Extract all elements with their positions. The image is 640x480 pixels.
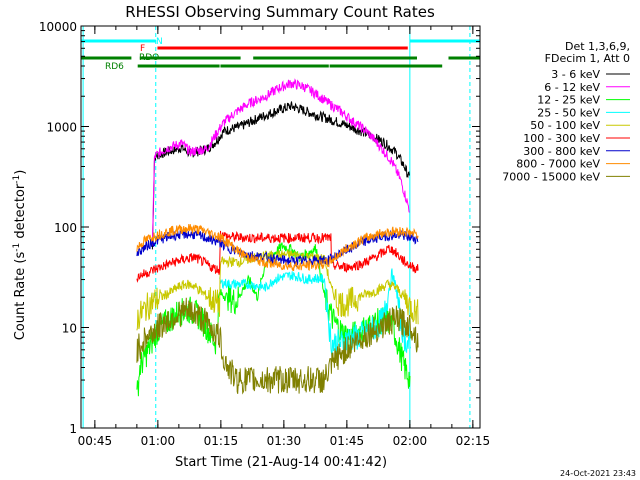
legend-label-1: 3 - 6 keV: [551, 68, 600, 81]
flag-label-n: N: [156, 37, 163, 47]
chart-title: RHESSI Observing Summary Count Rates: [125, 3, 435, 21]
y-axis-label-part-3: ): [13, 170, 28, 175]
y-tick-label-5: 10000: [39, 20, 77, 34]
legend-label-6: 100 - 300 keV: [523, 132, 600, 145]
x-tick-label-3: 01:15: [204, 434, 239, 448]
flag-label-rd6: RD6: [105, 62, 124, 72]
flag-label-rdo: RDO: [139, 53, 159, 63]
x-axis-label: Start Time (21-Aug-14 00:41:42): [175, 455, 387, 470]
y-tick-label-2: 10: [62, 322, 77, 336]
legend-header-line-2: FDecim 1, Att 0: [545, 52, 630, 65]
y-axis-label: Count Rate (s-1 detector-1): [12, 170, 28, 341]
legend-header-line-1: Det 1,3,6,9,: [565, 40, 630, 53]
x-tick-label-1: 00:45: [78, 434, 113, 448]
series-line-2: [151, 78, 410, 246]
flag-label-f: F: [140, 44, 145, 54]
y-axis-label-part-2: detector: [13, 183, 28, 243]
legend-label-3: 12 - 25 keV: [537, 94, 600, 107]
svg-text:Count Rate (s-1 detector-1): Count Rate (s-1 detector-1): [12, 170, 28, 341]
x-tick-label-7: 02:15: [456, 434, 491, 448]
y-tick-label-3: 100: [54, 221, 77, 235]
series-line-4: [219, 268, 412, 357]
legend-label-8: 800 - 7000 keV: [516, 158, 600, 171]
series-layer: [136, 78, 419, 397]
series-line-5: [136, 249, 419, 331]
y-axis-label-sup-2: -1: [12, 175, 22, 184]
x-tick-label-2: 01:00: [141, 434, 176, 448]
legend-label-5: 50 - 100 keV: [530, 119, 600, 132]
y-tick-label-1: 1: [69, 422, 77, 436]
series-line-9: [136, 297, 419, 395]
legend-label-9: 7000 - 15000 keV: [502, 170, 600, 183]
x-tick-label-4: 01:30: [267, 434, 302, 448]
legend-label-7: 300 - 800 keV: [523, 145, 600, 158]
legend: Det 1,3,6,9, FDecim 1, Att 0 3 - 6 keV6 …: [502, 40, 630, 183]
legend-label-2: 6 - 12 keV: [544, 81, 600, 94]
x-axis-ticks: 00:45 01:00 01:15 01:30 01:45 02:00 02:15: [78, 26, 491, 448]
x-tick-label-6: 02:00: [393, 434, 428, 448]
series-line-8: [136, 223, 419, 271]
legend-label-4: 25 - 50 keV: [537, 106, 600, 119]
y-axis-label-sup-1: -1: [12, 243, 22, 252]
y-axis-label-part-1: Count Rate (s: [13, 252, 28, 341]
series-line-6: [136, 230, 419, 283]
y-axis-ticks: 1 10 100 1000 10000: [39, 20, 480, 436]
y-tick-label-4: 1000: [46, 121, 77, 135]
x-tick-label-5: 01:45: [330, 434, 365, 448]
footer-timestamp: 24-Oct-2021 23:43: [560, 469, 636, 478]
